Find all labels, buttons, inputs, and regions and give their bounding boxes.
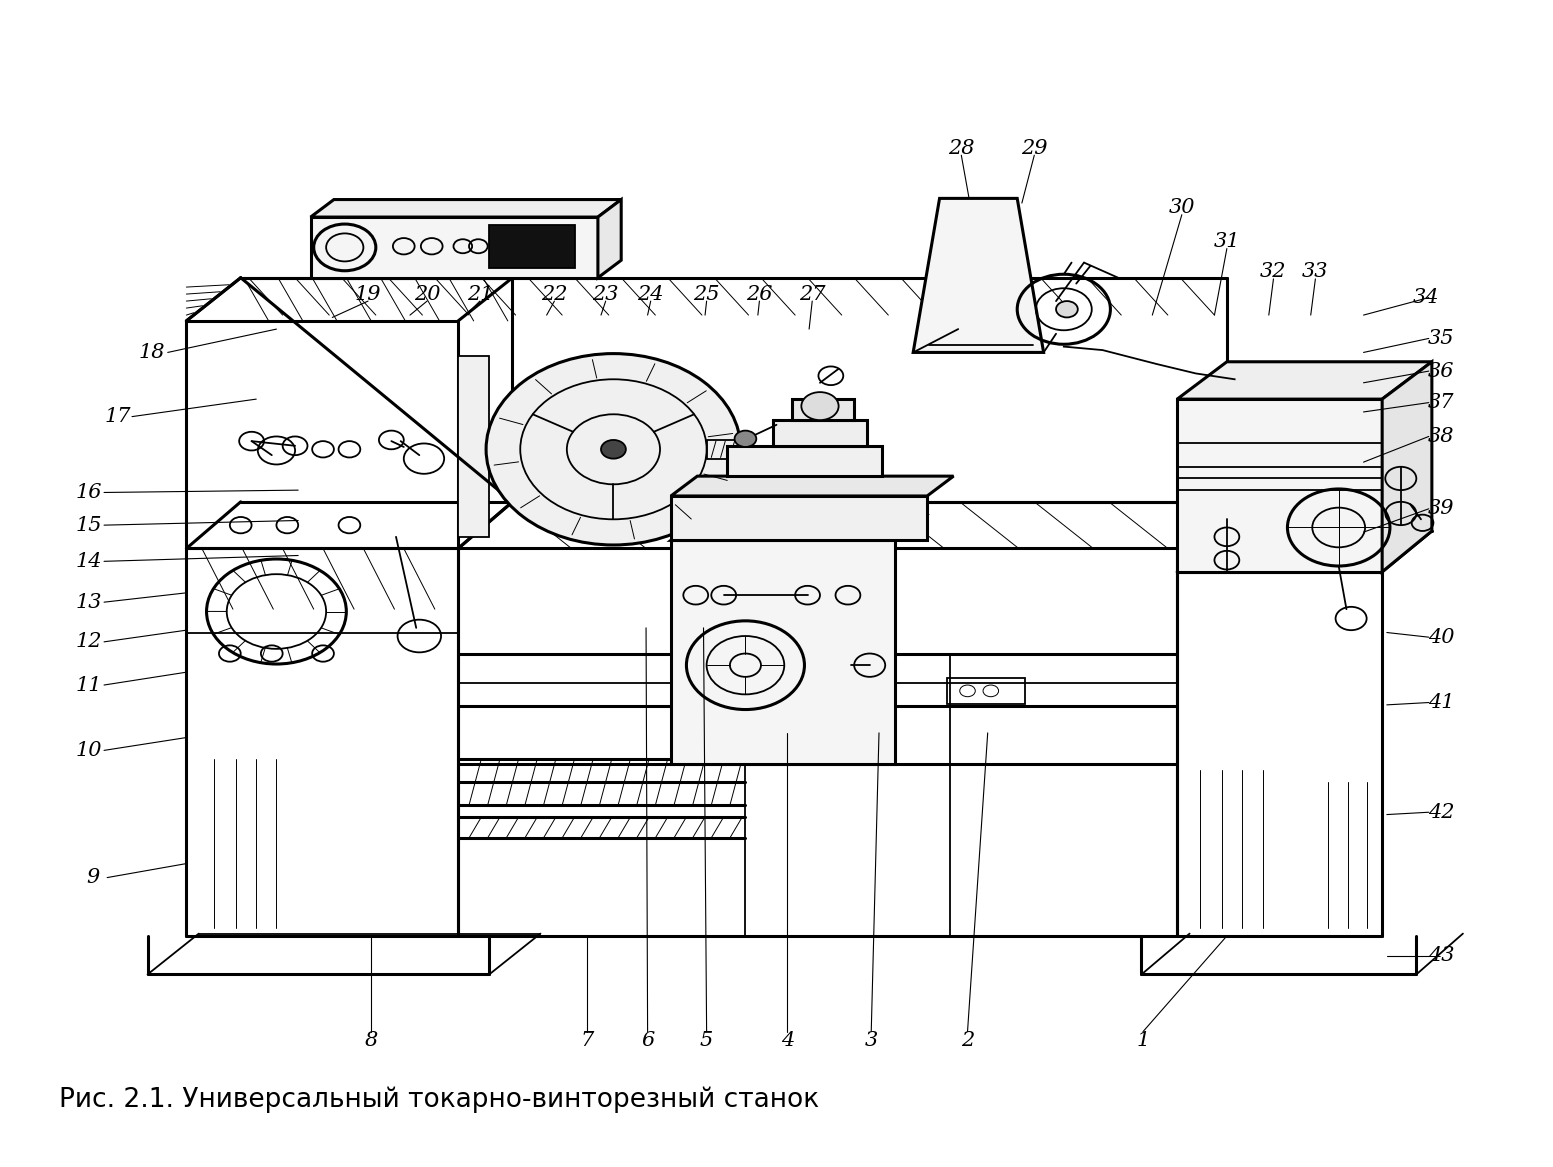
Text: 33: 33 <box>1301 263 1329 281</box>
Polygon shape <box>1382 362 1432 572</box>
Text: 41: 41 <box>1427 693 1455 712</box>
Text: 16: 16 <box>75 483 102 502</box>
Text: 38: 38 <box>1427 427 1455 446</box>
Text: 28: 28 <box>947 139 975 158</box>
Circle shape <box>601 440 626 459</box>
Text: 23: 23 <box>592 285 620 303</box>
Polygon shape <box>671 476 954 496</box>
Text: 26: 26 <box>745 285 773 303</box>
Text: 5: 5 <box>700 1032 713 1050</box>
Circle shape <box>801 392 839 420</box>
Polygon shape <box>913 198 1044 352</box>
Text: 35: 35 <box>1427 329 1455 348</box>
Polygon shape <box>1177 362 1432 399</box>
Text: 20: 20 <box>413 285 441 303</box>
Polygon shape <box>598 200 621 278</box>
Text: 9: 9 <box>87 868 99 887</box>
Text: 12: 12 <box>75 633 102 651</box>
Text: 18: 18 <box>138 343 166 362</box>
Circle shape <box>735 431 756 447</box>
Text: 3: 3 <box>865 1032 877 1050</box>
Bar <box>773 420 867 446</box>
Bar <box>792 399 854 420</box>
Text: 1: 1 <box>1137 1032 1149 1050</box>
Text: 32: 32 <box>1259 263 1287 281</box>
Text: 2: 2 <box>961 1032 974 1050</box>
Bar <box>489 225 575 268</box>
Text: 22: 22 <box>540 285 568 303</box>
Circle shape <box>1056 301 1078 317</box>
Polygon shape <box>311 200 621 217</box>
Bar <box>311 217 598 278</box>
Text: 4: 4 <box>781 1032 794 1050</box>
Text: 42: 42 <box>1427 803 1455 822</box>
Text: 19: 19 <box>354 285 382 303</box>
Text: 8: 8 <box>365 1032 377 1050</box>
Bar <box>727 446 882 476</box>
Bar <box>671 496 927 540</box>
Circle shape <box>486 354 741 545</box>
Text: 21: 21 <box>466 285 494 303</box>
Bar <box>458 356 489 537</box>
Text: 7: 7 <box>581 1032 593 1050</box>
Text: 11: 11 <box>75 676 102 694</box>
Text: 17: 17 <box>104 407 132 426</box>
Text: 27: 27 <box>798 285 826 303</box>
Text: 30: 30 <box>1168 198 1196 217</box>
Text: 10: 10 <box>75 741 102 760</box>
Text: 13: 13 <box>75 593 102 612</box>
Text: 39: 39 <box>1427 499 1455 518</box>
Text: 36: 36 <box>1427 362 1455 380</box>
Text: Рис. 2.1. Универсальный токарно-винторезный станок: Рис. 2.1. Универсальный токарно-винторез… <box>59 1086 818 1112</box>
Text: 24: 24 <box>637 285 665 303</box>
Polygon shape <box>671 516 926 540</box>
Bar <box>671 540 895 764</box>
Text: 6: 6 <box>641 1032 654 1050</box>
Text: 14: 14 <box>75 552 102 571</box>
Text: 31: 31 <box>1213 232 1241 251</box>
Text: 40: 40 <box>1427 628 1455 647</box>
Bar <box>947 678 1025 704</box>
Text: 15: 15 <box>75 516 102 534</box>
Bar <box>707 440 745 459</box>
Text: 37: 37 <box>1427 393 1455 412</box>
Bar <box>1177 399 1382 572</box>
Text: 34: 34 <box>1412 288 1440 307</box>
Text: 29: 29 <box>1020 139 1048 158</box>
Text: 25: 25 <box>693 285 721 303</box>
Text: 43: 43 <box>1427 946 1455 965</box>
